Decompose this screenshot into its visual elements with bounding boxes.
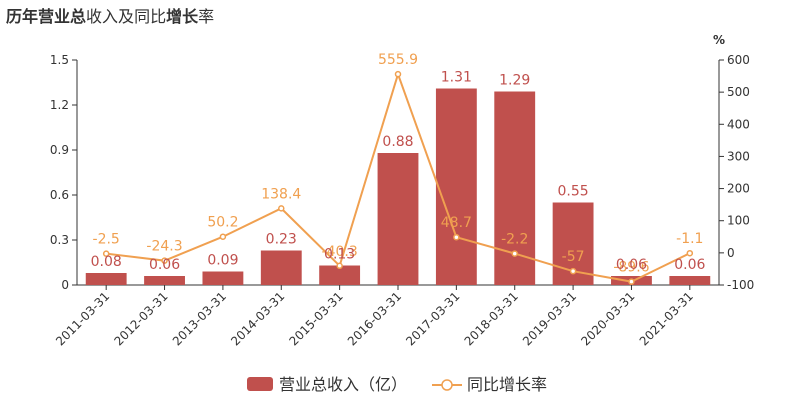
revenue-bar [377,153,419,285]
legend-line-label: 同比增长率 [467,375,547,394]
legend: 营业总收入（亿） 同比增长率 [247,375,547,394]
growth-point [511,250,518,257]
growth-point [394,70,402,78]
x-tick-label: 2013-03-31 [170,289,229,348]
revenue-bar [85,273,127,285]
title-segment: 收入 [86,7,118,26]
right-tick-label: 500 [727,85,750,99]
revenue-data-label: 0.06 [674,257,705,273]
revenue-bar [260,250,302,285]
right-tick-label: 0 [727,246,735,260]
title-segment: 增长 [166,7,199,26]
x-tick-label: 2019-03-31 [520,289,579,348]
legend-bar-label: 营业总收入（亿） [279,375,407,394]
growth-data-label: -89.6 [613,260,649,276]
revenue-data-label: 1.31 [441,70,472,86]
title-segment: 率 [198,7,214,26]
x-tick-label: 2020-03-31 [578,289,637,348]
growth-point [453,233,460,241]
legend-bar-swatch [247,377,273,391]
revenue-data-label: 0.06 [616,257,647,273]
revenue-data-label: 1.29 [499,73,530,89]
growth-data-label: 555.9 [378,52,418,68]
revenue-bar [144,276,185,285]
x-tick-label: 2017-03-31 [403,289,462,348]
right-tick-label: 200 [727,182,750,196]
line-series [102,70,694,285]
growth-point [219,233,227,240]
growth-point [336,262,343,270]
growth-point [569,267,577,275]
growth-data-label: 50.2 [207,215,238,231]
growth-data-label: -2.5 [93,232,120,248]
legend-line-marker [441,379,453,391]
growth-point [161,257,168,264]
growth-data-label: 138.4 [261,186,301,202]
growth-point [628,278,635,285]
growth-data-label: -2.2 [501,232,528,248]
revenue-data-label: 0.13 [324,247,355,263]
left-tick-label: 0.9 [50,143,69,157]
revenue-bar [319,265,361,285]
growth-point [278,205,285,212]
revenue-data-label: 0.23 [266,232,297,248]
revenue-data-label: 0.55 [558,184,589,200]
x-tick-label: 2011-03-31 [53,289,112,348]
right-tick-label: -100 [727,278,754,292]
growth-data-label: -1.1 [676,231,703,247]
revenue-data-label: 0.08 [91,254,122,270]
x-tick-label: 2014-03-31 [228,289,287,348]
revenue-bar [435,88,477,285]
left-tick-label: 1.5 [50,53,69,67]
data-labels: -2.5 -24.3 50.2 138.4 -40.3 555.9 48.7 -2.2 -57 -… [91,52,706,275]
x-tick-label: 2016-03-31 [345,289,404,348]
revenue-data-label: 0.06 [149,257,180,273]
growth-data-label: 48.7 [441,215,472,231]
right-tick-label: 100 [727,214,750,228]
x-tick-label: 2015-03-31 [287,289,346,348]
growth-point [686,249,694,257]
chart-title: 历年营业总收入及同比增长率 [6,7,214,26]
right-axis-unit: % [713,33,725,47]
revenue-data-label: 0.09 [207,253,238,269]
title-segment: 营业总 [38,7,86,26]
x-tick-label: 2018-03-31 [462,289,521,348]
left-tick-label: 0 [61,278,69,292]
growth-data-label: -57 [562,249,585,265]
revenue-bar [202,271,244,285]
revenue-bar [669,276,711,285]
x-tick-label: 2012-03-31 [111,289,170,348]
left-tick-label: 0.3 [50,233,69,247]
growth-data-label: -40.3 [322,244,358,260]
growth-point [102,250,110,257]
revenue-data-label: 0.88 [382,134,413,150]
x-tick-label: 2021-03-31 [637,289,696,348]
title-segment: 同比 [134,7,166,26]
growth-data-label: -24.3 [146,239,182,255]
right-tick-label: 600 [727,53,750,67]
right-tick-label: 300 [727,149,750,163]
left-tick-label: 0.6 [50,188,69,202]
title-segment: 历年 [6,7,38,26]
left-tick-label: 1.2 [50,98,69,112]
title-segment: 及 [118,7,134,26]
right-tick-label: 400 [727,117,750,131]
